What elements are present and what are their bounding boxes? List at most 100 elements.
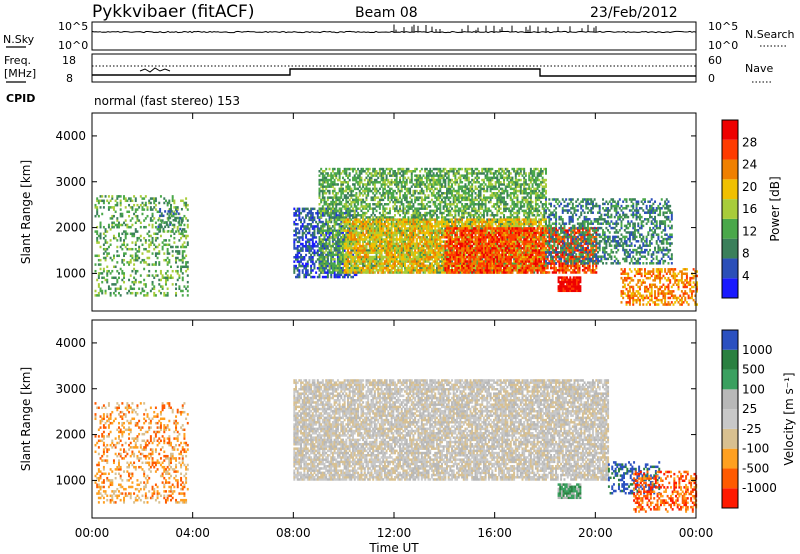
power-cell [444,167,447,171]
power-cell [335,194,338,197]
power-cell [343,196,346,199]
power-cell [154,199,157,203]
power-cell [345,216,348,219]
power-cell [162,229,165,233]
power-cell [320,178,323,182]
power-cell [300,260,303,263]
power-cell [373,207,376,210]
power-cell [347,183,349,186]
power-cell [357,174,360,177]
power-cell [138,280,141,284]
power-cell [134,214,137,218]
power-cell [306,227,309,230]
power-cell [153,247,156,251]
power-cell [310,253,313,257]
power-cell [154,269,157,273]
power-cell [153,206,156,209]
power-cell [454,183,457,186]
power-cell [333,247,336,250]
power-cell [439,189,442,193]
power-cell [181,228,184,231]
power-cell [305,242,308,246]
power-cell [141,197,144,200]
power-cell [347,196,349,199]
power-cell [370,233,373,237]
power-cell [355,214,358,217]
power-cell [518,216,521,219]
power-cell [326,251,329,254]
power-cell [173,199,176,203]
power-cell [360,216,363,219]
power-cell [323,271,326,274]
power-cell [320,269,323,272]
power-cell [368,242,371,246]
power-cell [121,223,124,227]
power-cell [181,276,184,280]
power-cell [368,189,371,193]
power-cell [112,208,115,211]
power-cell [94,263,97,266]
power-cell [464,194,467,197]
power-cell [489,209,492,213]
power-cell [513,200,516,204]
power-cell [301,264,304,268]
power-cell [486,172,489,175]
power-cell [176,269,179,273]
power-cell [335,240,338,243]
power-cell [313,262,316,266]
power-cell [345,231,348,235]
power-cell [482,211,485,215]
power-cell [352,183,355,186]
power-cell [164,294,167,297]
power-cell [362,205,365,208]
power-cell [343,234,346,237]
power-cell [352,209,355,213]
power-cell [318,194,321,197]
power-cell [435,209,438,213]
power-cell [336,216,339,219]
power-cell [347,167,349,171]
power-cell [99,289,102,293]
power-cell [372,203,375,206]
power-cell [121,243,124,247]
power-cell [492,174,495,177]
power-cell [166,212,169,216]
power-cell [157,225,160,229]
power-cell [375,187,378,191]
power-cell [295,223,297,226]
power-cell [399,192,402,195]
power-cell [370,214,373,217]
power-cell [171,195,174,198]
power-cell [412,205,415,208]
power-cell [124,199,127,203]
cpid-label: CPID [6,92,35,105]
power-cell [383,185,386,188]
power-cell [136,258,139,262]
power-cell [116,278,119,282]
power-cell [149,241,152,244]
power-cell [316,225,319,228]
power-cell [131,234,134,238]
power-cell [506,178,509,182]
power-cell [414,170,417,173]
power-cell [154,263,157,266]
power-cell [310,249,313,252]
power-cell [129,274,132,277]
power-cell [375,174,378,177]
power-cell [320,216,323,219]
power-cell [321,176,324,180]
power-cell [301,242,304,246]
power-cell [321,269,324,272]
power-cell [175,261,178,264]
power-cell [331,229,334,232]
power-cell [124,236,127,240]
power-cell [315,236,318,239]
power-cell [328,196,331,199]
power-cell [118,254,120,258]
power-cell [429,200,432,204]
power-cell [156,210,159,214]
power-cell [296,256,299,259]
power-cell [298,240,301,244]
power-cell [429,189,432,193]
power-cell [387,185,390,188]
